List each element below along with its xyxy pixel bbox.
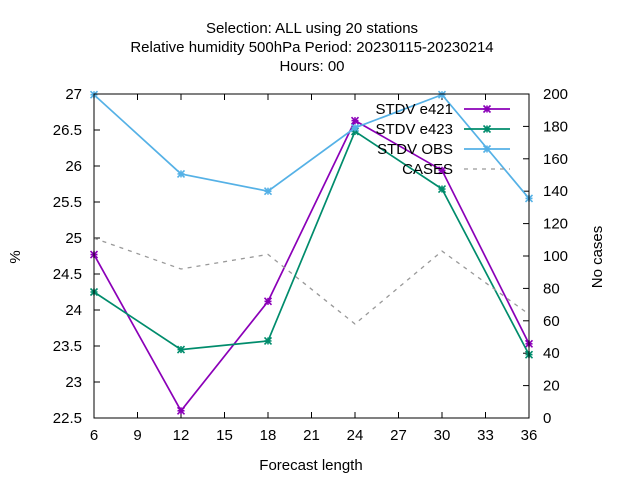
- x-tick-label: 9: [133, 427, 141, 444]
- data-point-stdv-obs: [263, 187, 273, 196]
- plot-frame: [93, 93, 530, 419]
- title-line-1: Selection: ALL using 20 stations: [206, 20, 418, 37]
- x-tick-label: 30: [434, 427, 451, 444]
- data-point-stdv-e421: [350, 116, 360, 125]
- y-tick-label: 23: [65, 374, 82, 391]
- series-cases: [93, 237, 530, 325]
- y-tick-label: 24.5: [53, 266, 82, 283]
- y2-tick-label: 40: [543, 345, 560, 362]
- y2-tick-label: 200: [543, 86, 568, 103]
- y2-tick-label: 100: [543, 248, 568, 265]
- x-tick-label: 33: [477, 427, 494, 444]
- y-axis-label: %: [7, 250, 24, 263]
- y-tick-label: 25: [65, 230, 82, 247]
- series-stdv-obs: [89, 90, 534, 203]
- x-tick-label: 15: [216, 427, 233, 444]
- y-tick-label: 26.5: [53, 122, 82, 139]
- x-tick-label: 6: [90, 427, 98, 444]
- x-tick-label: 18: [260, 427, 277, 444]
- y-tick-label: 22.5: [53, 410, 82, 427]
- legend: STDV e421 STDV e423 STDV OBS CASES: [375, 101, 510, 178]
- y-tick-label: 27: [65, 86, 82, 103]
- y2-tick-label: 120: [543, 216, 568, 233]
- data-point-stdv-obs: [437, 90, 447, 99]
- series-line-stdv-e423: [93, 130, 530, 355]
- y-tick-label: 24: [65, 302, 82, 319]
- series-line-stdv-e421: [93, 119, 530, 413]
- data-point-stdv-e421: [176, 406, 186, 415]
- y2-axis-label: No cases: [589, 226, 606, 289]
- axis-ticks: 6 9 12 15 18 21 24 27 30 33 36 22.5 23 23.5 24 24.5 25 25…: [53, 86, 568, 444]
- y2-tick-label: 0: [543, 410, 551, 427]
- y-tick-label: 25.5: [53, 194, 82, 211]
- x-tick-label: 24: [347, 427, 364, 444]
- y2-tick-label: 80: [543, 280, 560, 297]
- legend-marker: [482, 104, 492, 114]
- legend-marker: [482, 144, 492, 154]
- legend-label: STDV OBS: [377, 141, 453, 158]
- x-tick-label: 27: [390, 427, 407, 444]
- legend-marker: [482, 124, 492, 134]
- data-point-stdv-obs: [176, 169, 186, 178]
- x-axis-label: Forecast length: [259, 457, 362, 474]
- y2-tick-label: 20: [543, 378, 560, 395]
- y2-tick-label: 60: [543, 313, 560, 330]
- legend-entry-stdv-obs: STDV OBS: [377, 141, 510, 158]
- series-stdv-e423: [89, 127, 534, 359]
- chart-title: Selection: ALL using 20 stations Relativ…: [130, 20, 493, 75]
- y2-tick-label: 180: [543, 118, 568, 135]
- y2-tick-label: 160: [543, 151, 568, 168]
- data-point-stdv-e421: [263, 297, 273, 306]
- title-line-2: Relative humidity 500hPa Period: 2023011…: [130, 39, 493, 56]
- data-point-stdv-e423: [263, 336, 273, 346]
- x-tick-label: 21: [303, 427, 320, 444]
- y-tick-label: 26: [65, 158, 82, 175]
- data-point-stdv-e421: [437, 166, 447, 175]
- data-point-stdv-e423: [176, 345, 186, 354]
- series-line-stdv-obs: [93, 93, 530, 199]
- series-stdv-e421: [89, 116, 534, 415]
- data-point-stdv-e423: [437, 184, 447, 194]
- series-line-cases: [93, 237, 530, 325]
- title-line-3: Hours: 00: [279, 58, 344, 75]
- legend-label: STDV e423: [375, 121, 453, 138]
- plot-series: [89, 90, 534, 415]
- legend-entry-cases: CASES: [402, 161, 510, 178]
- x-tick-label: 36: [521, 427, 538, 444]
- legend-entry-stdv-e421: STDV e421: [375, 101, 510, 118]
- y-tick-label: 23.5: [53, 338, 82, 355]
- y2-tick-label: 140: [543, 183, 568, 200]
- legend-label: STDV e421: [375, 101, 453, 118]
- legend-entry-stdv-e423: STDV e423: [375, 121, 510, 138]
- legend-label: CASES: [402, 161, 453, 178]
- x-tick-label: 12: [173, 427, 190, 444]
- data-point-stdv-obs: [350, 123, 360, 132]
